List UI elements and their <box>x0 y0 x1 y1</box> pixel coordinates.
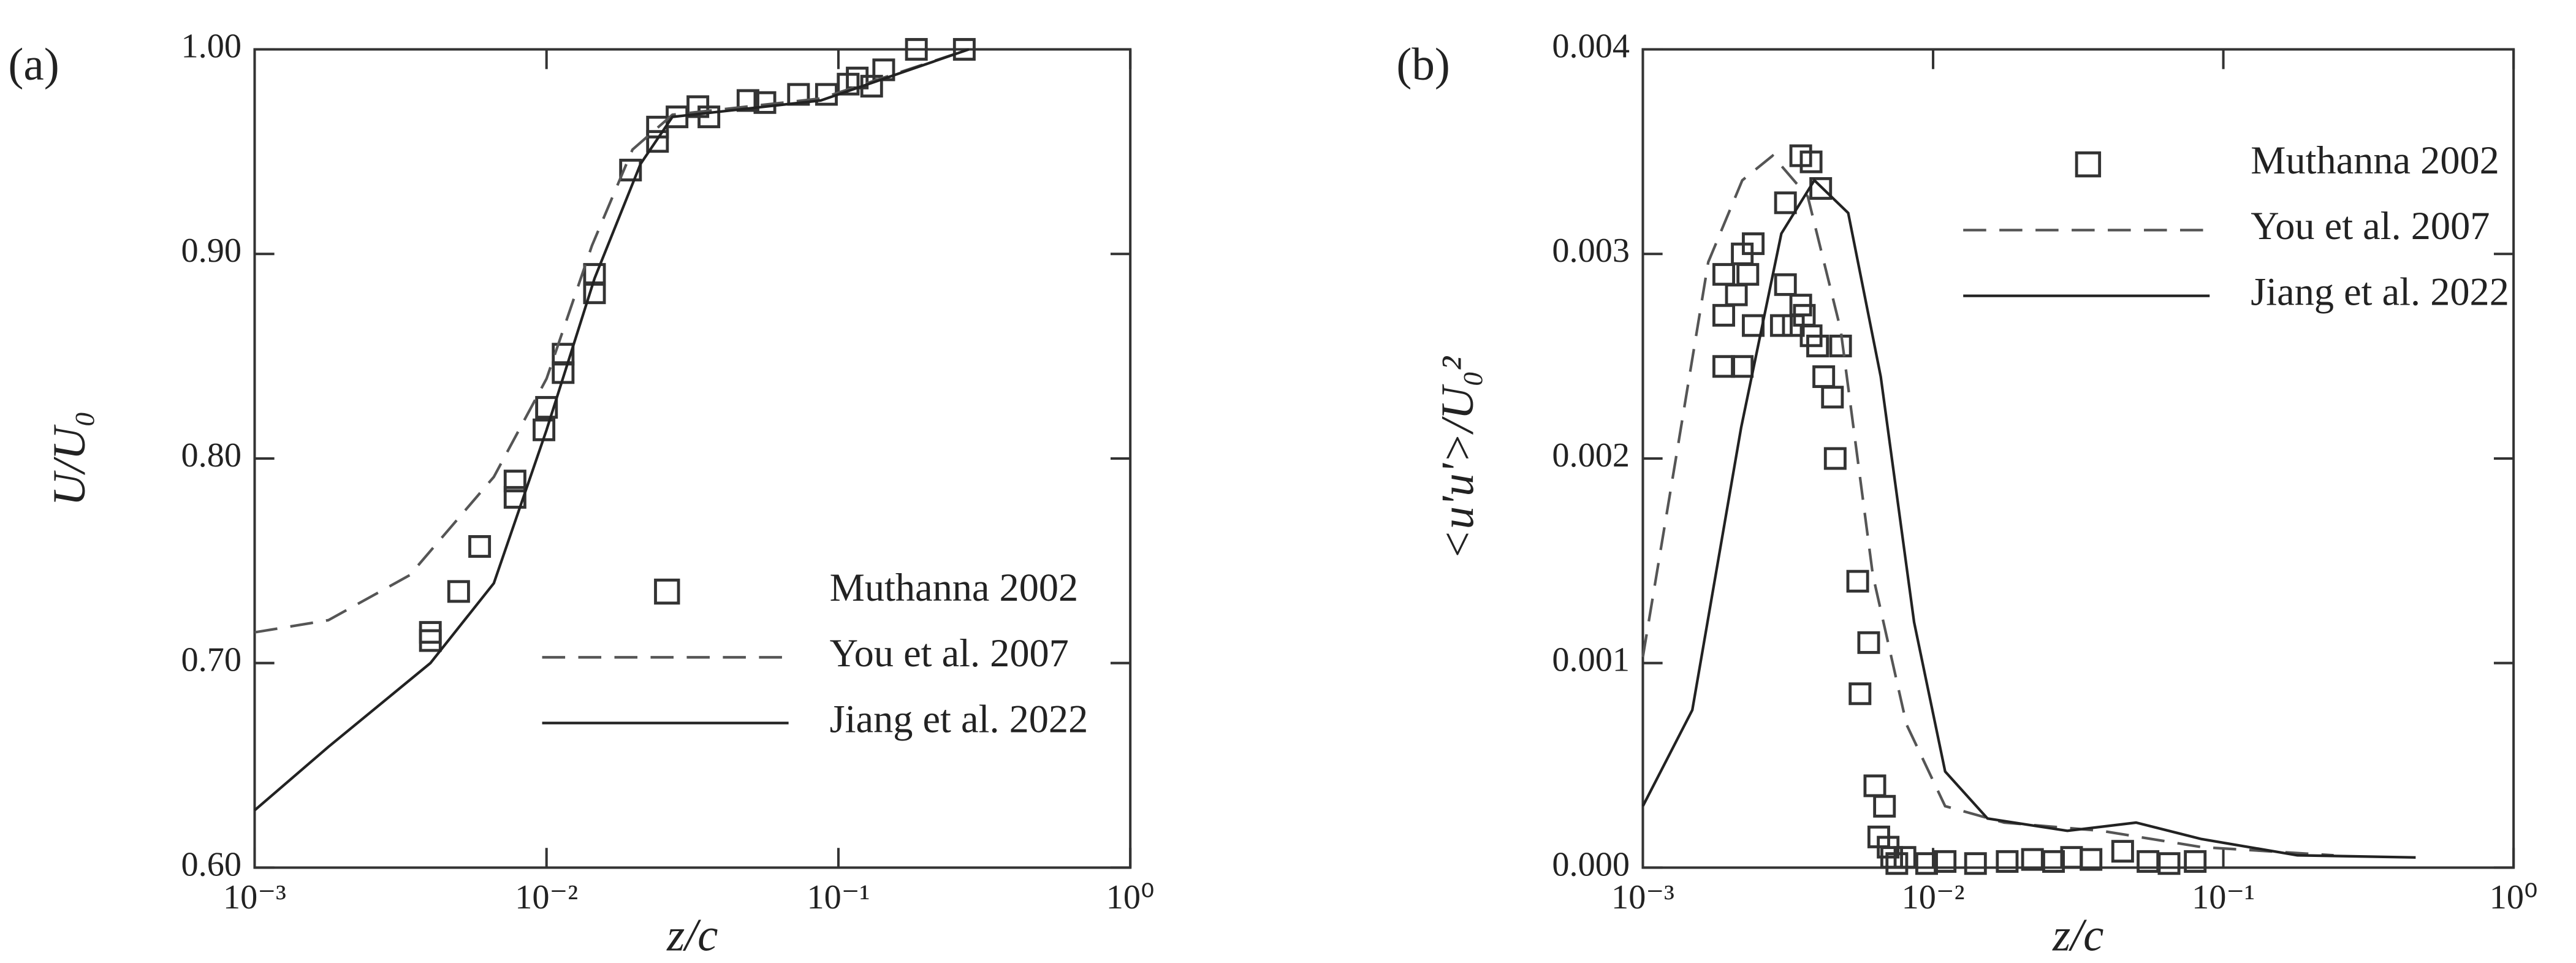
y-tick-label: 0.90 <box>181 232 242 270</box>
legend-label: Jiang et al. 2022 <box>2251 270 2509 313</box>
y-tick-label: 0.000 <box>1552 845 1630 883</box>
data-point <box>447 580 470 603</box>
data-line <box>254 48 970 812</box>
data-point <box>1880 846 1903 869</box>
legend-symbol <box>654 578 680 605</box>
data-point <box>1846 569 1869 593</box>
data-point <box>419 629 442 652</box>
data-line <box>1641 153 2334 857</box>
data-point <box>905 38 928 61</box>
data-point <box>1934 850 1957 873</box>
y-tick-label: 0.001 <box>1552 641 1630 679</box>
data-point <box>535 396 558 419</box>
x-tick-label: 10⁰ <box>2490 878 2538 916</box>
data-point <box>952 38 976 61</box>
data-point <box>1799 150 1823 173</box>
data-point <box>583 281 606 305</box>
x-tick-label: 10⁻¹ <box>2192 878 2255 916</box>
x-tick-label: 10⁻¹ <box>807 878 870 916</box>
panel-label: (b) <box>1396 39 1450 90</box>
data-point <box>1725 283 1748 306</box>
y-tick-label: 0.70 <box>181 641 242 679</box>
data-point <box>1873 794 1896 818</box>
legend-label: You et al. 2007 <box>2251 204 2490 248</box>
data-point <box>1774 191 1797 215</box>
data-point <box>1712 263 1735 286</box>
legend-label: Muthanna 2002 <box>2251 139 2499 182</box>
data-point <box>552 361 575 384</box>
plot-frame <box>253 48 1132 869</box>
data-point <box>646 130 669 153</box>
data-point <box>1736 263 1760 286</box>
x-tick-label: 10⁻² <box>1902 878 1965 916</box>
panel-label: (a) <box>8 39 59 90</box>
data-point <box>1712 355 1735 378</box>
data-point <box>1769 314 1793 337</box>
data-point <box>736 89 759 112</box>
legend-label: You et al. 2007 <box>830 631 1069 675</box>
y-tick-label: 0.004 <box>1552 27 1630 65</box>
data-point <box>2184 850 2207 873</box>
data-point <box>2157 852 2181 875</box>
data-point <box>1964 852 1987 875</box>
data-point <box>1885 852 1909 875</box>
x-tick-label: 10⁻³ <box>1611 878 1674 916</box>
data-point <box>1712 303 1735 327</box>
y-tick-label: 1.00 <box>181 27 242 65</box>
data-line <box>1641 178 2416 859</box>
data-line <box>254 48 970 634</box>
y-tick-label: 0.002 <box>1552 436 1630 474</box>
x-tick-label: 10⁻³ <box>223 878 286 916</box>
x-axis-label: z/c <box>2052 910 2103 961</box>
data-point <box>1848 682 1872 706</box>
data-point <box>1857 631 1880 654</box>
data-point <box>697 105 721 129</box>
y-tick-label: 0.60 <box>181 845 242 883</box>
y-axis-label: U/U₀ <box>44 411 95 506</box>
data-point <box>1731 355 1754 378</box>
data-point <box>419 621 442 644</box>
legend-symbol <box>2075 151 2102 178</box>
data-point <box>1893 846 1917 869</box>
data-point <box>503 470 526 493</box>
data-point <box>1996 850 2019 873</box>
legend-label: Muthanna 2002 <box>830 566 1079 609</box>
x-tick-label: 10⁻² <box>515 878 578 916</box>
x-axis-label: z/c <box>666 910 718 961</box>
y-tick-label: 0.003 <box>1552 232 1630 270</box>
y-axis-label: <u'u'>/U₀² <box>1432 356 1483 560</box>
data-point <box>1823 447 1847 470</box>
data-point <box>619 158 642 181</box>
data-point <box>2042 850 2065 873</box>
data-point <box>1812 365 1836 388</box>
data-point <box>2021 848 2044 871</box>
x-tick-label: 10⁰ <box>1106 878 1155 916</box>
data-point <box>503 485 526 509</box>
data-point <box>1821 386 1844 409</box>
data-point <box>1742 232 1765 256</box>
data-point <box>1774 273 1797 296</box>
data-point <box>1863 774 1886 797</box>
data-point <box>468 535 492 558</box>
data-point <box>2111 840 2134 863</box>
data-point <box>1806 334 1829 357</box>
legend-label: Jiang et al. 2022 <box>830 697 1089 740</box>
y-tick-label: 0.80 <box>181 436 242 474</box>
data-point <box>2080 848 2103 871</box>
